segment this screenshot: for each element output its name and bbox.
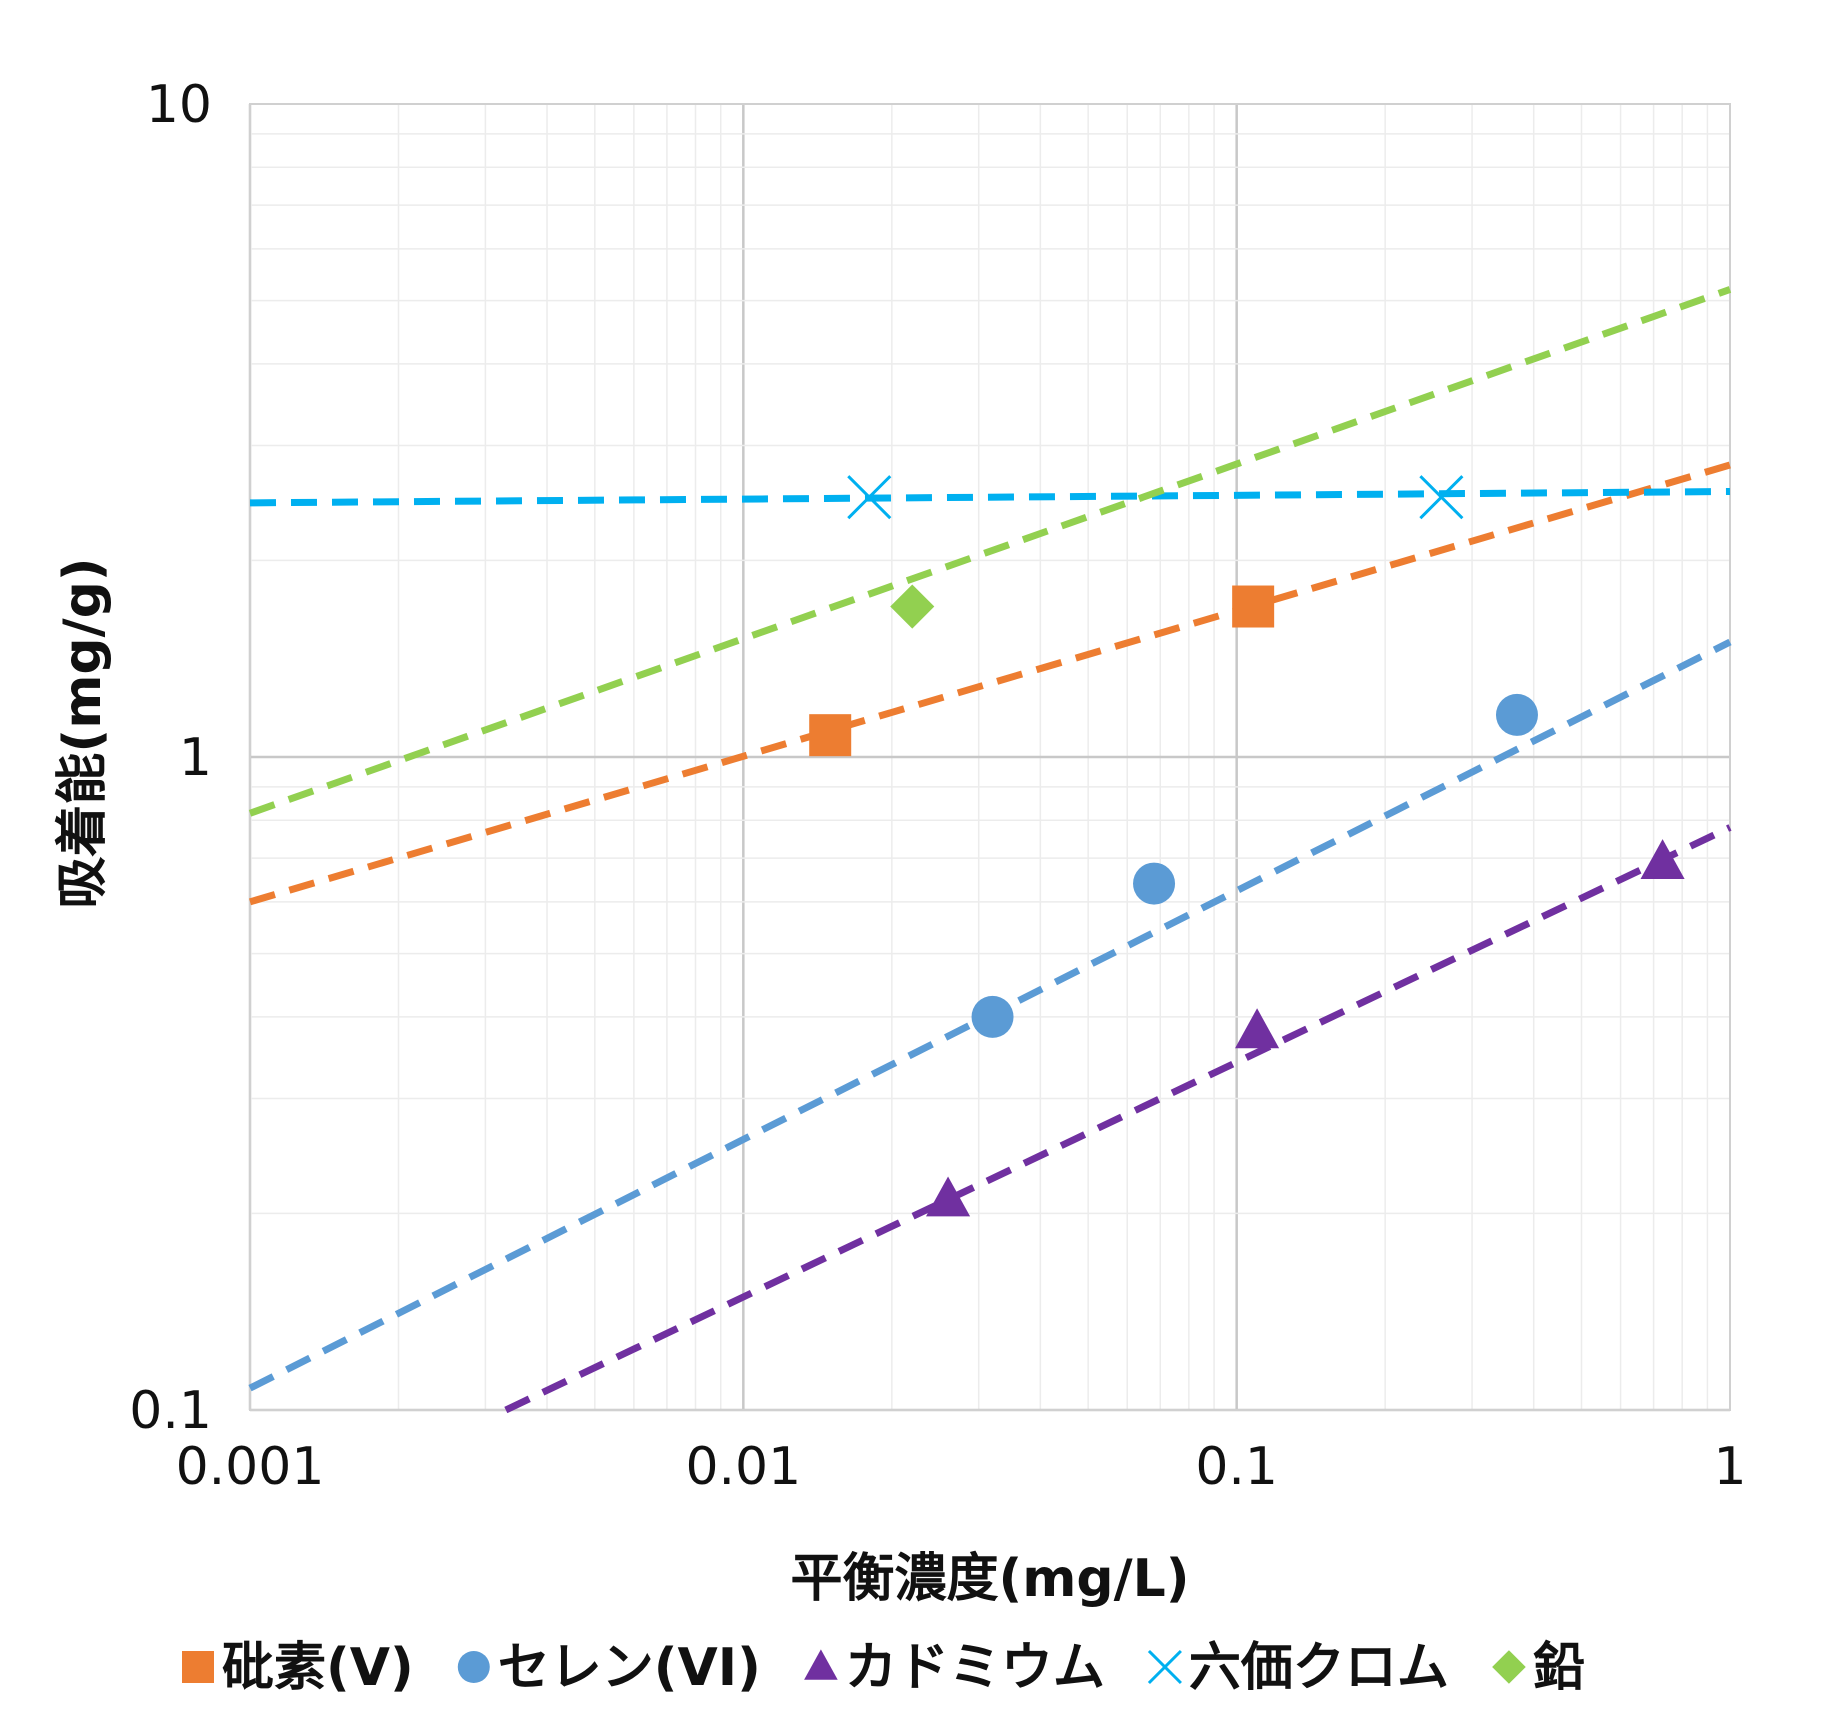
legend-marker — [804, 1649, 838, 1680]
legend-label: セレン(VI) — [498, 1638, 761, 1698]
legend: 砒素(V) セレン(VI) カドミウム 六価クロム 鉛 — [182, 1638, 1585, 1698]
y-tick-label: 1 — [179, 728, 212, 788]
x-tick-label: 0.1 — [1195, 1437, 1278, 1497]
data-point-circle — [971, 995, 1014, 1038]
tick-labels: 0.001 0.01 0.1 1 0.1 1 10 — [129, 75, 1746, 1497]
legend-label: 鉛 — [1533, 1638, 1585, 1698]
data-point-square — [809, 714, 852, 757]
data-point-x — [847, 475, 892, 520]
trendline — [504, 824, 1732, 1414]
data-point-triangle — [1235, 1008, 1280, 1049]
legend-marker — [457, 1651, 490, 1683]
plot-area-frame — [249, 103, 1731, 1411]
legend-label: 六価クロム — [1189, 1638, 1449, 1698]
x-axis-title: 平衡濃度(mg/L) — [790, 1549, 1189, 1609]
y-axis-title: 吸着能(mg/g) — [53, 557, 113, 908]
trendline — [249, 461, 1731, 906]
data-point-triangle — [1640, 839, 1685, 880]
data-point-diamond — [890, 584, 935, 629]
x-tick-label: 0.001 — [176, 1437, 325, 1497]
data-markers — [809, 475, 1685, 1217]
legend-label: カドミウム — [845, 1638, 1105, 1698]
legend-label: 砒素(V) — [222, 1638, 414, 1698]
x-tick-label: 1 — [1713, 1437, 1746, 1497]
trendline — [248, 286, 1732, 817]
data-point-square — [1232, 585, 1275, 628]
data-point-circle — [1495, 693, 1538, 736]
y-tick-label: 10 — [146, 75, 212, 135]
data-point-x — [1419, 475, 1464, 520]
data-point-circle — [1133, 862, 1176, 905]
x-tick-label: 0.01 — [685, 1437, 801, 1497]
data-point-triangle — [926, 1176, 971, 1217]
trendline — [249, 488, 1731, 507]
legend-marker — [182, 1651, 214, 1683]
legend-marker — [1147, 1649, 1182, 1685]
legend-marker — [1492, 1650, 1526, 1684]
y-tick-label: 0.1 — [129, 1381, 212, 1441]
